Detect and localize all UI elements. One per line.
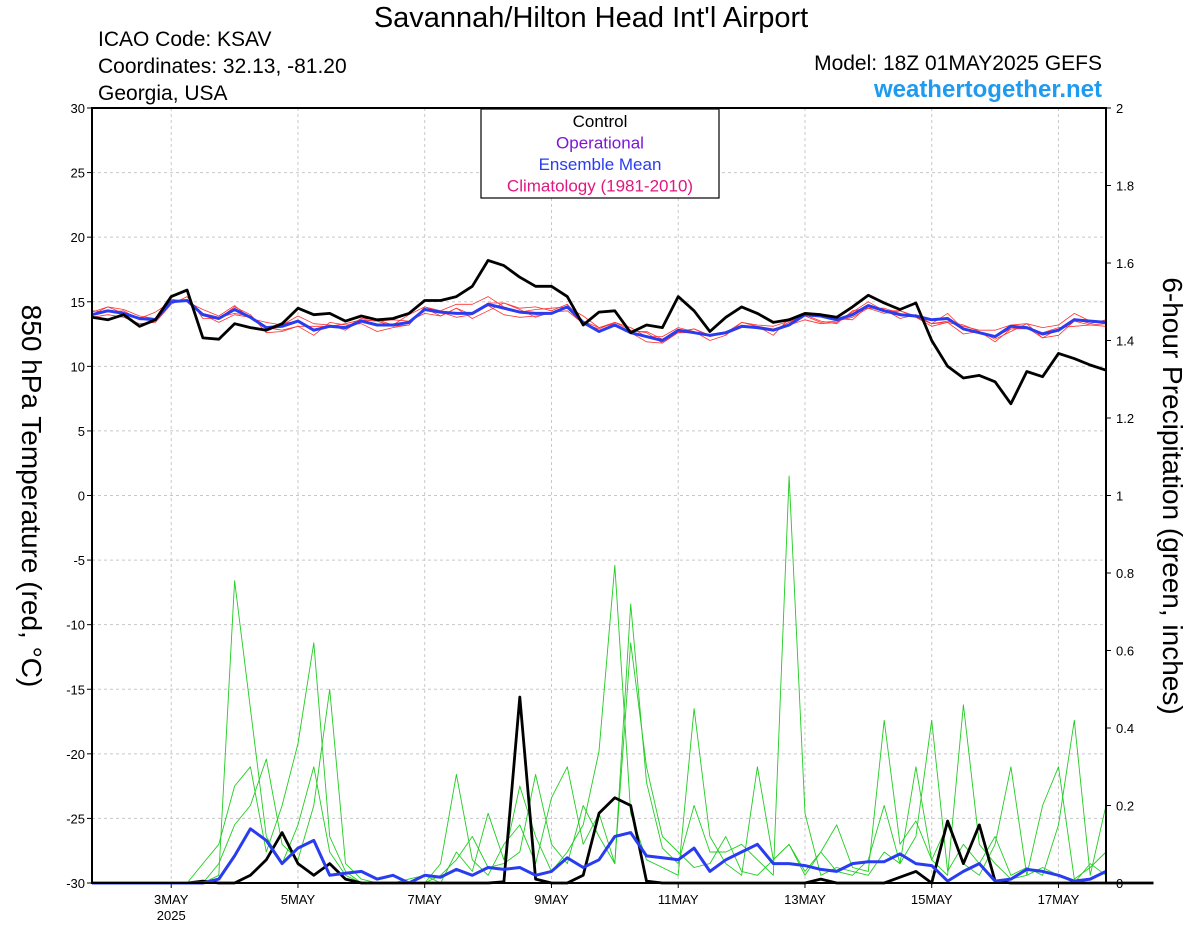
x-tick-label: 5MAY	[281, 892, 316, 907]
chart-title: Savannah/Hilton Head Int'l Airport	[373, 2, 809, 34]
y-tick-label-left: 0	[78, 489, 85, 504]
precip-ensemble-mean-line	[92, 827, 1107, 885]
icao-code: ICAO Code: KSAV	[98, 28, 272, 51]
x-tick-label: 9MAY	[534, 892, 569, 907]
region: Georgia, USA	[98, 82, 228, 105]
y-tick-label-left: -20	[66, 747, 85, 762]
coordinates: Coordinates: 32.13, -81.20	[98, 55, 347, 78]
y-tick-label-right: 1.4	[1116, 334, 1134, 349]
y-tick-label-right: 2	[1116, 101, 1123, 116]
y-tick-label-right: 1	[1116, 489, 1123, 504]
y-tick-label-right: 0.8	[1116, 566, 1134, 581]
y-tick-label-right: 1.8	[1116, 179, 1134, 194]
x-tick-label: 15MAY	[911, 892, 953, 907]
legend-entry: Control	[573, 112, 628, 131]
y-tick-label-left: 25	[71, 166, 85, 181]
y-tick-label-left: 20	[71, 230, 85, 245]
y-tick-label-right: 0.4	[1116, 721, 1134, 736]
y-tick-label-left: -25	[66, 811, 85, 826]
temp-control-line	[91, 258, 1107, 406]
y-tick-label-right: 1.6	[1116, 256, 1134, 271]
legend-entry: Climatology (1981-2010)	[507, 177, 693, 196]
legend-entry: Ensemble Mean	[539, 155, 662, 174]
precip-control-line	[92, 695, 1154, 885]
x-tick-sublabel: 2025	[157, 908, 186, 923]
legend-entry: Operational	[556, 134, 644, 153]
y-tick-label-left: -30	[66, 876, 85, 891]
y-tick-label-left: 30	[71, 101, 85, 116]
x-tick-label: 3MAY	[154, 892, 189, 907]
y-tick-label-right: 0.6	[1116, 644, 1134, 659]
y-tick-label-left: 10	[71, 359, 85, 374]
x-tick-label: 11MAY	[658, 892, 699, 907]
legend-box	[480, 108, 720, 199]
model-run: Model: 18Z 01MAY2025 GEFS	[814, 52, 1102, 75]
y-tick-label-left: -5	[73, 553, 85, 568]
y-tick-label-left: -10	[66, 618, 85, 633]
y-tick-label-left: -15	[66, 682, 85, 697]
plot-frame	[91, 107, 1107, 884]
x-tick-label: 17MAY	[1038, 892, 1080, 907]
y-tick-label-right: 0.2	[1116, 799, 1134, 814]
y-tick-label-right: 1.2	[1116, 411, 1134, 426]
x-tick-label: 7MAY	[408, 892, 443, 907]
temp-ensemble-mean-line	[91, 299, 1107, 342]
y-tick-label-left: 5	[78, 424, 85, 439]
x-tick-label: 13MAY	[784, 892, 826, 907]
site-link[interactable]: weathertogether.net	[873, 76, 1102, 103]
y-tick-label-left: 15	[71, 295, 85, 310]
precip-member-line	[92, 642, 1107, 884]
